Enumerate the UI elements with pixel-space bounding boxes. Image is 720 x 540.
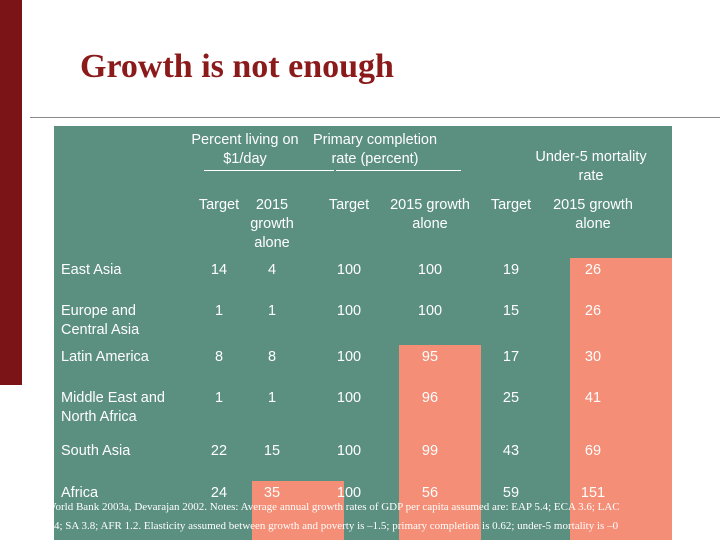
group-header-line2: rate — [578, 168, 604, 184]
row-label-line1: South Asia — [61, 443, 131, 459]
row-label-line2: Central Asia — [61, 322, 140, 338]
table-cell: 22 — [210, 443, 228, 459]
table-cell: 4 — [267, 262, 277, 278]
row-label-line2: North Africa — [61, 409, 137, 425]
sub-header-line3: alone — [254, 235, 290, 251]
row-label-line1: Middle East and — [61, 390, 165, 406]
group-header-rule — [204, 170, 334, 171]
table-cell: 100 — [336, 390, 362, 406]
table-cell: 95 — [421, 349, 439, 365]
sub-header-line2: alone — [412, 216, 448, 232]
sub-header-line1: Target — [490, 197, 532, 213]
table-cell: 17 — [502, 349, 520, 365]
table-cell: 8 — [267, 349, 277, 365]
highlight-cell-bg — [399, 345, 481, 386]
highlight-cell-bg — [570, 345, 672, 386]
data-table: Percent living on $1/day Primary completio… — [54, 126, 672, 540]
group-header-line1: Primary completion — [312, 132, 438, 148]
highlight-cell-bg — [570, 386, 672, 439]
table-cell: 41 — [584, 390, 602, 406]
table-cell: 1 — [214, 390, 224, 406]
table-cell: 1 — [214, 303, 224, 319]
row-label-line1: Africa — [61, 485, 99, 501]
table-cell: 14 — [210, 262, 228, 278]
table-cell: 100 — [336, 485, 362, 501]
table-cell: 8 — [214, 349, 224, 365]
sub-header-line1: 2015 growth — [390, 197, 470, 213]
table-cell: 1 — [267, 303, 277, 319]
sub-header-line1: 2015 — [255, 197, 289, 213]
highlight-cell-bg — [570, 439, 672, 481]
table-cell: 24 — [210, 485, 228, 501]
table-cell: 1 — [267, 390, 277, 406]
highlight-cell-bg — [399, 386, 481, 439]
table-cell: 26 — [584, 303, 602, 319]
sub-header-line1: Target — [198, 197, 240, 213]
table-cell: 35 — [263, 485, 281, 501]
highlight-cell-bg — [570, 299, 672, 345]
table-cell: 69 — [584, 443, 602, 459]
highlight-cell-bg — [399, 481, 481, 540]
row-label-line1: East Asia — [61, 262, 122, 278]
sub-header-line2: growth — [250, 216, 294, 232]
group-header-line2: $1/day — [223, 151, 267, 167]
table-cell: 100 — [336, 262, 362, 278]
group-header-line1: Percent living on — [191, 132, 299, 148]
table-cell: 100 — [336, 303, 362, 319]
slide-title: Growth is not enough — [80, 48, 394, 85]
table-cell: 25 — [502, 390, 520, 406]
highlight-cell-bg — [570, 258, 672, 299]
table-cell: 96 — [421, 390, 439, 406]
table-cell: 15 — [502, 303, 520, 319]
accent-bar — [0, 0, 22, 385]
row-label-line1: Latin America — [61, 349, 149, 365]
table-cell: 19 — [502, 262, 520, 278]
table-cell: 100 — [417, 303, 443, 319]
highlight-cell-bg — [252, 481, 344, 540]
sub-header-line1: Target — [328, 197, 370, 213]
table-cell: 99 — [421, 443, 439, 459]
group-header-line2: rate (percent) — [331, 151, 419, 167]
table-cell: 59 — [502, 485, 520, 501]
table-cell: 151 — [580, 485, 606, 501]
table-cell: 100 — [417, 262, 443, 278]
table-cell: 15 — [263, 443, 281, 459]
table-cell: 100 — [336, 443, 362, 459]
highlight-cell-bg — [399, 439, 481, 481]
group-header-line1: Under-5 mortality — [535, 149, 647, 165]
table-cell: 56 — [421, 485, 439, 501]
group-header-rule — [336, 170, 461, 171]
table-cell: 100 — [336, 349, 362, 365]
table-cell: 43 — [502, 443, 520, 459]
row-label-line1: Europe and — [61, 303, 136, 319]
table-cell: 26 — [584, 262, 602, 278]
table-cell: 30 — [584, 349, 602, 365]
highlight-cell-bg — [570, 481, 672, 540]
sub-header-line1: 2015 growth — [553, 197, 633, 213]
sub-header-line2: alone — [575, 216, 611, 232]
title-divider — [30, 117, 720, 118]
